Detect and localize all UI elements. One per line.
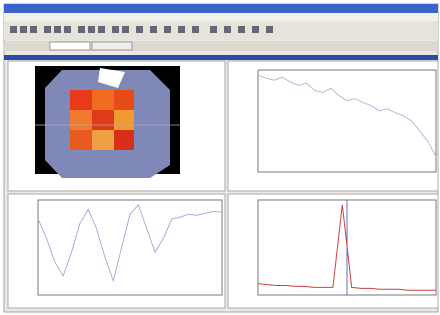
tab[interactable] xyxy=(50,42,90,50)
heatmap xyxy=(70,90,134,150)
title-bar xyxy=(4,4,438,13)
screenshot xyxy=(0,0,440,315)
menu-bar[interactable] xyxy=(4,13,438,21)
page: (() => { const data = JSON.parse(documen… xyxy=(0,0,440,315)
separator xyxy=(4,55,438,60)
tab[interactable] xyxy=(92,42,132,50)
panel xyxy=(8,194,225,308)
panel xyxy=(228,194,438,308)
